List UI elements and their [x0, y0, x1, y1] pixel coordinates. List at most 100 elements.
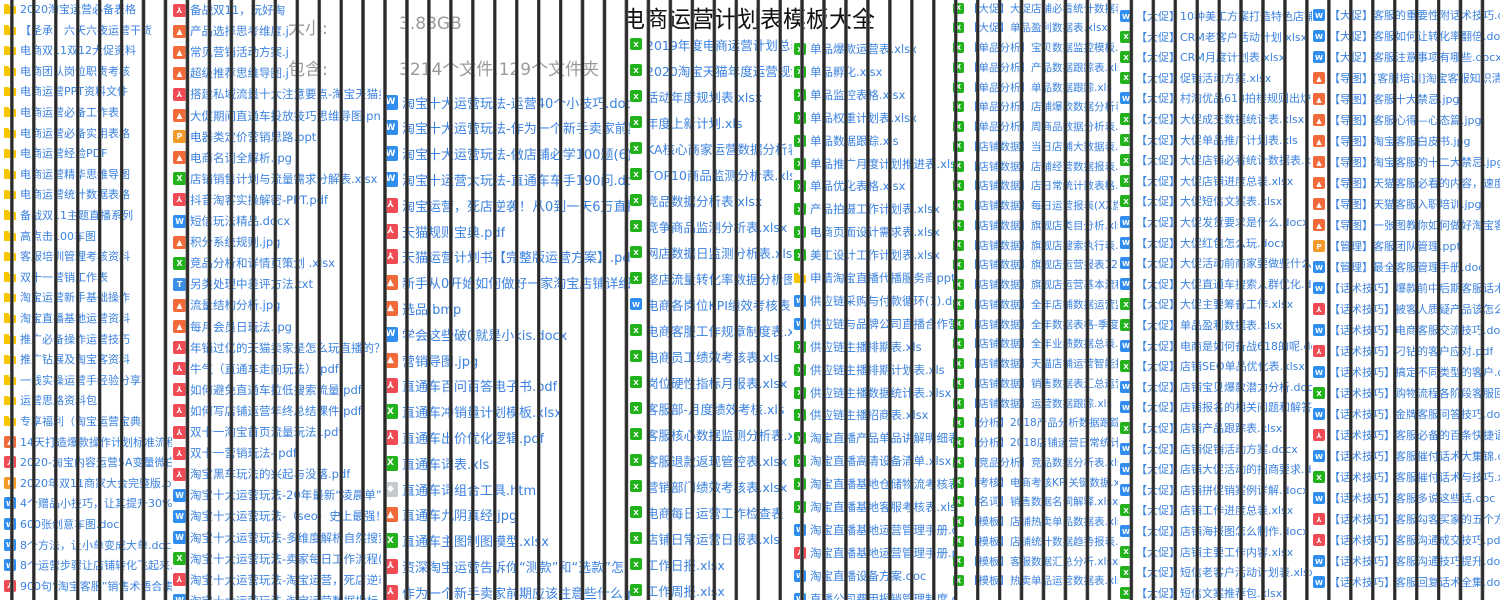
file-item[interactable]: X 网店数据日监测分析表.xlsx	[630, 245, 792, 261]
file-item[interactable]: X 【单品分析】周商品数据分析表.xlsx	[953, 120, 1118, 133]
file-item[interactable]: X 【大促】CRM月度计划表.xlsx	[1120, 50, 1285, 64]
file-item[interactable]: ⅄ 【话术技巧】客服沟通成交技巧.pdf	[1313, 533, 1500, 547]
file-item[interactable]: X 年度上新计划.xls	[630, 115, 742, 131]
file-item[interactable]: X 【单品分析】单品数据跟踪.xls	[953, 81, 1112, 94]
file-item[interactable]: ⅄ 牛气（直通车走向玩法）.pdf	[173, 361, 339, 376]
file-item[interactable]: X 【店铺数据】全年数据表格-季度新品.x	[953, 318, 1118, 331]
file-item[interactable]: W 600张创意车图.doc	[4, 517, 119, 531]
file-item[interactable]: X 直通车主图制图模型.xlsx	[383, 532, 549, 550]
file-item[interactable]: ▲ 直通车九阴真经.jpg	[383, 506, 517, 524]
file-item[interactable]: ▲ 积分系统规则.jpg	[173, 235, 280, 250]
file-item[interactable]: ▲新手从0开始如何做好一家淘宝店铺详细计划	[383, 274, 630, 292]
file-item[interactable]: ▲ 【导图】淘宝客服的十二大禁忌.jpg	[1313, 155, 1500, 169]
file-item[interactable]: X 直通车冲销量计划模板.xlsx	[383, 403, 562, 421]
file-item[interactable]: X 供应链主播招商表.xlsx	[794, 408, 928, 422]
file-item[interactable]: ▲ 常见营销活动方案.j	[173, 45, 289, 60]
file-item[interactable]: ⅄ 淘宝黑车玩法的兴起与没落.pdf	[173, 467, 350, 482]
file-item[interactable]: X 供应链主播数据统计表.xlsx	[794, 386, 951, 400]
folder-item[interactable]: 【圣承】六天六夜运营干货	[4, 23, 152, 37]
file-item[interactable]: X 【店铺数据】全年店铺数据运营监控表	[953, 298, 1118, 311]
file-item[interactable]: X 【话术技巧】购物流程各阶段客服回复话	[1313, 386, 1500, 400]
file-item[interactable]: W 【话术技巧】客服回复话术全集.doc	[1313, 575, 1500, 589]
file-item[interactable]: X 淘宝直播基地客服考核表.xlsx	[794, 500, 954, 514]
file-item[interactable]: X 【模板】店铺热卖单品数据表.xls	[953, 515, 1118, 528]
file-item[interactable]: W 淘宝十大运营玩法-（seo）史上最强！3步搞	[173, 509, 381, 524]
file-item[interactable]: X 淘宝直播高清设备清单.xlsx	[794, 454, 951, 468]
file-item[interactable]: W 淘宝直播设备方案.doc	[794, 569, 926, 583]
file-item[interactable]: W 淘宝直播基地运营管理手册.doc	[794, 523, 954, 537]
file-item[interactable]: W 【大促】村淘优品618拍楼规则出炉.docx	[1120, 91, 1312, 105]
folder-item[interactable]: 电商运营经验PDF	[4, 146, 107, 160]
file-item[interactable]: X 客服核心数据监测分析表.x	[630, 427, 792, 443]
file-item[interactable]: X 【单品分析】产品数据跟踪表.xlsx	[953, 61, 1118, 74]
file-item[interactable]: W 【大促】客服如何让转化率翻倍.docx	[1313, 29, 1500, 43]
file-item[interactable]: X 工作周报.xlsx	[630, 583, 725, 599]
file-item[interactable]: W 淘宝十大运营玩法-淘宝运营数据指标	[173, 593, 378, 600]
file-item[interactable]: W 【大促】大促直通车搜索人群优化.docx	[1120, 277, 1312, 291]
file-item[interactable]: X 【大促】短信文案推荐包.xlsx	[1120, 586, 1282, 600]
file-item[interactable]: X 【大促】店铺产品跟踪表.xlsx	[1120, 421, 1282, 435]
file-item[interactable]: ▲ 大促期间直通车投放技巧思维导图.png	[173, 108, 381, 123]
file-item[interactable]: X 【大促】单品盈利数据表.xlsx	[1120, 318, 1282, 332]
file-item[interactable]: X 【大促】CRM老客户活动计划.xlsx	[1120, 30, 1307, 44]
file-item[interactable]: ▲ 【导图】[客服培训]淘宝客服知识清单.jpg	[1313, 71, 1500, 85]
file-item[interactable]: X 【店铺数据】每日运营报表(XX旗舰).xl	[953, 199, 1118, 212]
file-item[interactable]: W 【大促】电商是如何备战618的呢.docx	[1120, 339, 1312, 353]
file-item[interactable]: ⅄ 【话术技巧】刁钻的客户应对.pdf	[1313, 344, 1493, 358]
file-item[interactable]: X 淘宝直播产品单品讲解明细表.	[794, 431, 954, 445]
file-item[interactable]: W 【大促】10种美工方案打造特色店铺.docx	[1120, 9, 1312, 23]
file-item[interactable]: ▲ 【导图】客服心得—心态篇.jpg	[1313, 113, 1482, 127]
file-item[interactable]: X 产品拍摄工作计划表.xlsx	[794, 202, 940, 216]
file-item[interactable]: W 【话术技巧】爆款前中后期客服话术.do	[1313, 281, 1500, 295]
file-item[interactable]: ▲ 每月会员日玩法.jpg	[173, 319, 292, 334]
file-item[interactable]: X 电商页面设计需求表.xlsx	[794, 225, 940, 239]
file-item[interactable]: W 直播公司费用报销管理制度.docx	[794, 592, 954, 600]
file-item[interactable]: W 淘宝十大运营玩法-作为一个新手卖家前期应	[383, 119, 630, 137]
file-item[interactable]: X 【大促】大促单品推广计划表.xls	[1120, 133, 1298, 147]
file-item[interactable]: ⅄ 双十一营销玩法-.pdf	[173, 446, 297, 461]
file-item[interactable]: W 【话术技巧】客服沟通技巧提升.docx	[1313, 554, 1500, 568]
file-item[interactable]: X 【店铺数据】全年业绩数据总表.xlsx	[953, 337, 1118, 350]
file-item[interactable]: X 【店铺数据】旗舰店类目分析.xlsx	[953, 219, 1118, 232]
file-item[interactable]: W 淘宝十大运营玩法-多维度解析自然搜索流量	[173, 530, 381, 545]
file-item[interactable]: X 单品监控表格.xlsx	[794, 88, 905, 102]
file-item[interactable]: ▲ 【导图】一张图教你如何做好淘宝客服	[1313, 218, 1500, 232]
file-item[interactable]: ⅄ 直通车百问百答电子书.pdf	[383, 377, 557, 395]
file-item[interactable]: X 2020淘宝天猫年度运营规划.x	[630, 63, 792, 79]
file-item[interactable]: W 【话术技巧】客服催付话术大集锦.docx	[1313, 449, 1500, 463]
folder-item[interactable]: 推广必备操作运营技巧	[4, 332, 130, 346]
file-item[interactable]: ⅄ 搭建私域流量十大注意要点-淘宝天猫卖家专	[173, 87, 381, 102]
file-item[interactable]: X 【考核】电商考核KPI关键数据.xls	[953, 476, 1118, 489]
file-item[interactable]: X 店铺销售计划与流量需求分解表.xlsx	[173, 171, 377, 186]
file-item[interactable]: ⅄ 作为一个新手卖家前期应该注意些什么.pdf	[383, 584, 630, 600]
file-item[interactable]: X 单品推广月度计划推进表.xls	[794, 157, 954, 171]
file-item[interactable]: ⅄ 【话术技巧】被客人质疑产品该怎么回复	[1313, 302, 1500, 316]
file-item[interactable]: X 活动年度规划表.xlsx	[630, 89, 762, 105]
file-item[interactable]: W 【大促】店铺宝贝爆款潜力分析.docx	[1120, 380, 1312, 394]
file-item[interactable]: ⅄ 如何避免直通车拉低搜索流量.pdf	[173, 382, 362, 397]
file-item[interactable]: W 【大促】店铺拼促销案例详解.docx	[1120, 483, 1309, 497]
file-item[interactable]: ▲ 【导图】客服十大禁忌.jpg	[1313, 92, 1460, 106]
file-item[interactable]: X 【大促】单品盈利数据表.xlsx	[953, 21, 1108, 34]
folder-item[interactable]: 推广钻展及淘宝客资料	[4, 352, 130, 366]
file-item[interactable]: W 淘宝十运营大玩法-直通车车手190问.docx	[383, 171, 630, 189]
file-item[interactable]: X 淘宝直播基地仓储物流考核表.	[794, 477, 954, 491]
file-item[interactable]: ⅄ 淘宝直播基地运营管理手册.pdf	[794, 546, 954, 560]
file-item[interactable]: X 【大促】促销活动方案.xlsx	[1120, 71, 1271, 85]
folder-item[interactable]: 电商双11双12大促资料	[4, 43, 136, 57]
folder-item[interactable]: 电商运营统计数据表格	[4, 187, 130, 201]
file-item[interactable]: ⅄ 年销过亿的天猫卖家是怎么玩直播的？SOP	[173, 340, 381, 355]
file-item[interactable]: ▲ 流量结构分析.jpg	[173, 298, 280, 313]
file-item[interactable]: X 【大促】大促主要筹备工作.xlsx	[1120, 297, 1293, 311]
file-item[interactable]: W 【话术技巧】客服多说这些话.doc	[1313, 491, 1495, 505]
file-item[interactable]: X 2019年度电商运营计划总表.x	[630, 37, 792, 53]
file-item[interactable]: X 电商每日运营工作检查表	[630, 505, 784, 521]
file-item[interactable]: W 【大促】大促红包怎么玩.docx	[1120, 236, 1287, 250]
file-item[interactable]: X 供应链主播排期计划表.xls	[794, 363, 945, 377]
file-item[interactable]: X 美工设计工作计划表.xlsx	[794, 248, 940, 262]
file-item[interactable]: X 【大促】大促短信文案表.xlsx	[1120, 194, 1282, 208]
file-item[interactable]: ▲ 电商名词全解析.jpg	[173, 150, 292, 165]
file-item[interactable]: X 客服退款返现管控表.xlsx	[630, 453, 787, 469]
file-item[interactable]: ▲ 超级推荐思维导图.j	[173, 66, 289, 81]
file-item[interactable]: W 淘宝十大运营玩法-20年最新“凌晨单”玩法	[173, 488, 381, 503]
